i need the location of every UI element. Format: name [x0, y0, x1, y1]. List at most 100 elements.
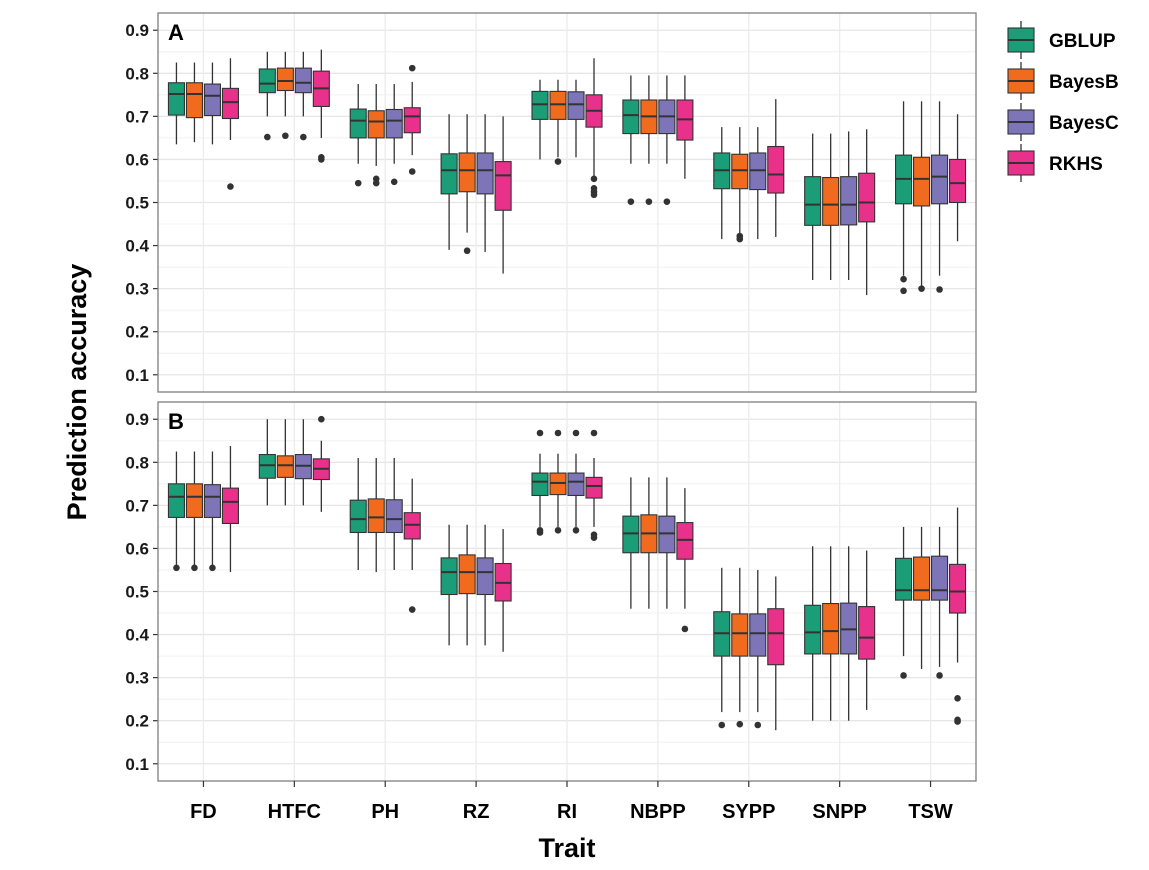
- outlier-point: [754, 721, 762, 729]
- box-iqr: [622, 99, 640, 135]
- box-iqr: [185, 483, 203, 518]
- box-iqr: [403, 107, 421, 134]
- legend: GBLUP BayesB BayesC RKHS: [1007, 21, 1119, 182]
- box-iqr: [276, 67, 294, 92]
- outlier-point: [408, 168, 416, 175]
- legend-item-rkhs: RKHS: [1007, 144, 1103, 182]
- x-tick-label: NBPP: [630, 801, 686, 823]
- panel-label: B: [168, 409, 184, 434]
- y-tick-label: 0.4: [125, 237, 149, 256]
- box-iqr: [458, 152, 476, 193]
- outlier-point: [536, 429, 544, 437]
- box-ph-gblup: [349, 84, 367, 187]
- box-iqr: [494, 161, 512, 211]
- box-tsw-bayesc: [931, 526, 949, 679]
- y-tick-label: 0.7: [125, 107, 149, 126]
- box-htfc-bayesb: [276, 419, 294, 506]
- box-nbpp-bayesc: [658, 477, 676, 609]
- box-sypp-bayesc: [749, 127, 767, 240]
- outlier-point: [300, 133, 307, 141]
- box-iqr: [258, 68, 276, 94]
- box-iqr: [822, 603, 840, 655]
- box-iqr: [622, 515, 640, 554]
- box-snpp-bayesc: [840, 131, 858, 281]
- box-iqr: [549, 90, 567, 120]
- box-ph-bayesb: [367, 457, 385, 573]
- box-snpp-bayesb: [822, 546, 840, 721]
- outlier-point: [590, 175, 598, 183]
- y-tick-label: 0.1: [125, 366, 149, 385]
- box-nbpp-bayesb: [640, 477, 658, 609]
- box-ri-bayesc: [567, 429, 585, 534]
- box-iqr: [804, 604, 822, 655]
- box-iqr: [403, 512, 421, 540]
- y-tick-label: 0.7: [125, 496, 149, 515]
- box-iqr: [658, 515, 676, 554]
- y-tick-label: 0.1: [125, 755, 149, 774]
- box-iqr: [567, 472, 585, 497]
- box-iqr: [349, 108, 367, 139]
- box-iqr: [203, 83, 221, 117]
- outlier-point: [590, 429, 598, 437]
- outlier-point: [173, 564, 180, 572]
- outlier-point: [264, 133, 271, 141]
- box-iqr: [440, 557, 458, 596]
- box-iqr: [731, 613, 749, 657]
- outlier-point: [590, 534, 598, 541]
- outlier-point: [408, 606, 416, 613]
- legend-label: BayesC: [1049, 113, 1119, 134]
- box-iqr: [531, 90, 549, 120]
- box-iqr: [476, 557, 494, 596]
- box-sypp-bayesb: [731, 127, 749, 243]
- outlier-point: [590, 191, 598, 199]
- box-fd-gblup: [167, 451, 185, 572]
- box-fd-bayesc: [203, 62, 221, 145]
- outlier-point: [209, 564, 216, 572]
- outlier-point: [554, 429, 562, 437]
- y-tick-label: 0.8: [125, 453, 149, 472]
- outlier-point: [954, 718, 961, 725]
- y-tick-label: 0.6: [125, 150, 149, 169]
- box-sypp-gblup: [713, 567, 731, 729]
- outlier-point: [900, 275, 907, 283]
- box-rz-rkhs: [494, 529, 512, 652]
- box-rz-gblup: [440, 524, 458, 646]
- y-tick-label: 0.9: [125, 21, 149, 40]
- box-nbpp-gblup: [622, 75, 640, 205]
- box-nbpp-bayesb: [640, 75, 658, 205]
- x-tick-label: SNPP: [812, 801, 866, 823]
- box-iqr: [895, 557, 913, 601]
- box-htfc-bayesb: [276, 51, 294, 140]
- panel-border: [157, 12, 977, 393]
- box-htfc-gblup: [258, 51, 276, 141]
- box-ri-rkhs: [585, 58, 603, 199]
- box-rz-rkhs: [494, 116, 512, 274]
- box-ri-gblup: [531, 79, 549, 160]
- box-rz-bayesc: [476, 114, 494, 253]
- box-iqr: [949, 158, 967, 204]
- box-snpp-bayesb: [822, 133, 840, 281]
- x-tick-label: FD: [190, 801, 217, 823]
- box-iqr: [731, 153, 749, 190]
- box-ph-bayesc: [385, 84, 403, 186]
- box-ri-rkhs: [585, 429, 603, 541]
- box-iqr: [367, 498, 385, 534]
- box-fd-bayesb: [185, 451, 203, 572]
- box-iqr: [203, 484, 221, 518]
- box-iqr: [385, 499, 403, 534]
- box-iqr: [258, 453, 276, 479]
- x-axis-ticks: FD HTFC PH RZ RI NBPP SYPP SNPP TSW: [190, 781, 953, 823]
- box-iqr: [749, 152, 767, 191]
- box-ri-bayesb: [549, 79, 567, 165]
- outlier-point: [408, 64, 416, 72]
- outlier-point: [936, 286, 943, 293]
- y-axis-title: Prediction accuracy: [62, 264, 92, 521]
- box-tsw-bayesb: [913, 526, 931, 670]
- box-ph-rkhs: [403, 478, 421, 613]
- outlier-point: [463, 247, 471, 255]
- legend-label: BayesB: [1049, 72, 1119, 93]
- outlier-point: [282, 132, 289, 140]
- box-sypp-gblup: [713, 127, 731, 240]
- box-fd-rkhs: [221, 445, 239, 573]
- box-htfc-rkhs: [312, 49, 330, 163]
